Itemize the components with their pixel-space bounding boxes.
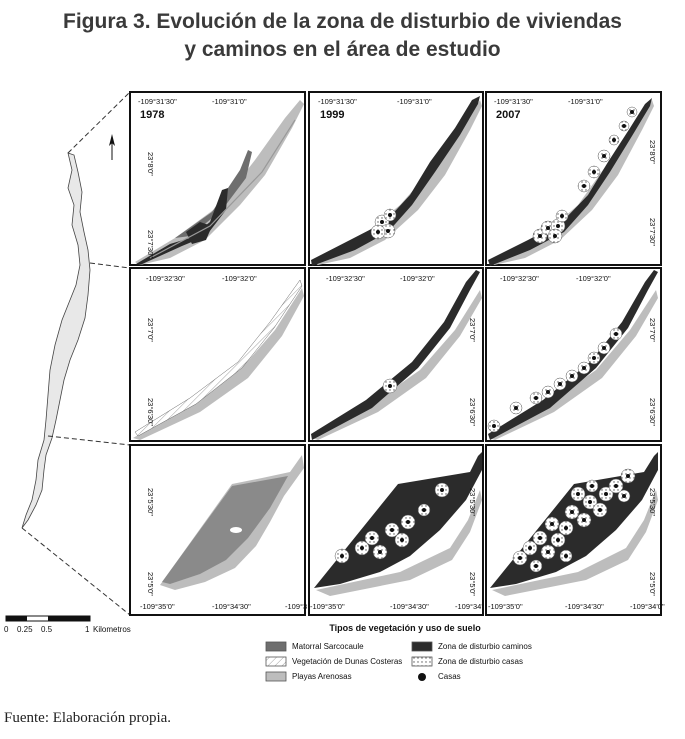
lon-label: -109°31'30" bbox=[494, 97, 533, 106]
lat-label: 23°6'30" bbox=[468, 398, 477, 426]
panel-row3-2007: -109°35'0" -109°34'30" -109°34'0" 23°5'3… bbox=[485, 444, 665, 616]
lat-label: 23°6'30" bbox=[648, 398, 657, 426]
lon-label: -109°34'0" bbox=[630, 602, 665, 611]
lat-label: 23°7'30" bbox=[648, 218, 657, 246]
year-label: 2007 bbox=[496, 109, 520, 121]
panel-row2-2007: -109°32'30" -109°32'0" 23°7'0" 23°6'30" bbox=[485, 267, 662, 442]
lon-label: -109°31'30" bbox=[138, 97, 177, 106]
panel-row2-1978: -109°32'30" -109°32'0" 23°7'0" 23°6'30" bbox=[129, 267, 306, 442]
lat-label: 23°5'30" bbox=[648, 488, 657, 516]
title-line-1: Figura 3. Evolución de la zona de distur… bbox=[63, 10, 622, 33]
legend-swatch-casas-zone bbox=[411, 656, 433, 667]
legend-label-dunas: Vegetación de Dunas Costeras bbox=[292, 657, 403, 666]
legend-swatch-dunas bbox=[265, 656, 287, 667]
scale-tick-025: 0.25 bbox=[17, 625, 33, 634]
lon-label: -109°31'30" bbox=[318, 97, 357, 106]
lat-label: 23°5'0" bbox=[146, 572, 155, 596]
panel-row1-2007: 2007 -109°31'30" -109°31'0" 23°8'0" 23°7… bbox=[485, 91, 662, 266]
lon-label: -109°32'30" bbox=[146, 274, 185, 283]
lon-label: -109°34'30" bbox=[565, 602, 604, 611]
lon-label: -109°32'0" bbox=[222, 274, 257, 283]
panel-row2-1999: -109°32'30" -109°32'0" 23°7'0" 23°6'30" bbox=[308, 267, 484, 442]
lon-label: -109°34' bbox=[455, 602, 483, 611]
callout-line bbox=[21, 527, 131, 616]
source-note: Fuente: Elaboración propia. bbox=[4, 710, 172, 726]
lat-label: 23°5'30" bbox=[146, 488, 155, 516]
lat-label: 23°8'0" bbox=[648, 140, 657, 164]
lat-label: 23°7'30" bbox=[146, 230, 155, 258]
lon-label: -109°34'30" bbox=[390, 602, 429, 611]
callout-line bbox=[89, 262, 131, 269]
overview-coastline bbox=[21, 152, 91, 529]
legend-label-playas: Playas Arenosas bbox=[292, 672, 352, 681]
legend-label-matorral: Matorral Sarcocaule bbox=[292, 642, 364, 651]
lon-label: -109°3 bbox=[285, 602, 307, 611]
legend-swatch-matorral bbox=[265, 641, 287, 652]
scale-bar: 0 0.25 0.5 1 Kilometros bbox=[4, 615, 131, 634]
lat-label: 23°7'0" bbox=[468, 318, 477, 342]
legend-label-caminos: Zona de disturbio caminos bbox=[438, 642, 532, 651]
lat-label: 23°7'0" bbox=[146, 318, 155, 342]
lon-label: -109°32'0" bbox=[400, 274, 435, 283]
legend-symbols bbox=[265, 641, 433, 682]
overview-map bbox=[21, 91, 131, 616]
north-arrow-icon bbox=[109, 134, 115, 160]
lat-label: 23°5'0" bbox=[648, 572, 657, 596]
scale-tick-05: 0.5 bbox=[41, 625, 53, 634]
scale-tick-0: 0 bbox=[4, 625, 9, 634]
legend-label-casas: Casas bbox=[438, 672, 461, 681]
lat-label: 23°5'0" bbox=[468, 572, 477, 596]
lon-label: -109°31'0" bbox=[212, 97, 247, 106]
callout-line bbox=[47, 435, 131, 446]
year-label: 1999 bbox=[320, 109, 344, 121]
title-line-2: y caminos en el área de estudio bbox=[184, 38, 501, 61]
scale-unit: Kilometros bbox=[93, 625, 131, 634]
legend-title: Tipos de vegetación y uso de suelo bbox=[329, 623, 481, 633]
legend-swatch-playas bbox=[265, 671, 287, 682]
panel-row1-1978: 1978 -109°31'30" -109°31'0" 23°8'0" 23°7… bbox=[129, 91, 306, 266]
panel-row3-1999: -109°35'0" -109°34'30" -109°34' 23°5'30"… bbox=[308, 444, 484, 616]
panel-row3-1978: -109°35'0" -109°34'30" -109°3 23°5'30" 2… bbox=[129, 444, 307, 616]
lon-label: -109°35'0" bbox=[140, 602, 175, 611]
legend-label-casas-zone: Zona de disturbio casas bbox=[438, 657, 523, 666]
lon-label: -109°34'30" bbox=[212, 602, 251, 611]
lon-label: -109°31'0" bbox=[568, 97, 603, 106]
panel-row1-1999: 1999 -109°31'30" -109°31'0" bbox=[308, 91, 484, 266]
lon-label: -109°35'0" bbox=[310, 602, 345, 611]
lon-label: -109°35'0" bbox=[488, 602, 523, 611]
lat-label: 23°6'30" bbox=[146, 398, 155, 426]
lon-label: -109°31'0" bbox=[397, 97, 432, 106]
lon-label: -109°32'0" bbox=[576, 274, 611, 283]
year-label: 1978 bbox=[140, 109, 164, 121]
lat-label: 23°7'0" bbox=[648, 318, 657, 342]
lat-label: 23°5'30" bbox=[468, 488, 477, 516]
scale-tick-1: 1 bbox=[85, 625, 90, 634]
figure-title: Figura 3. Evolución de la zona de distur… bbox=[0, 8, 685, 64]
callout-line bbox=[67, 91, 131, 154]
legend-swatch-casas bbox=[418, 673, 426, 681]
lon-label: -109°32'30" bbox=[500, 274, 539, 283]
lat-label: 23°8'0" bbox=[146, 152, 155, 176]
legend-swatch-caminos bbox=[411, 641, 433, 652]
lon-label: -109°32'30" bbox=[326, 274, 365, 283]
